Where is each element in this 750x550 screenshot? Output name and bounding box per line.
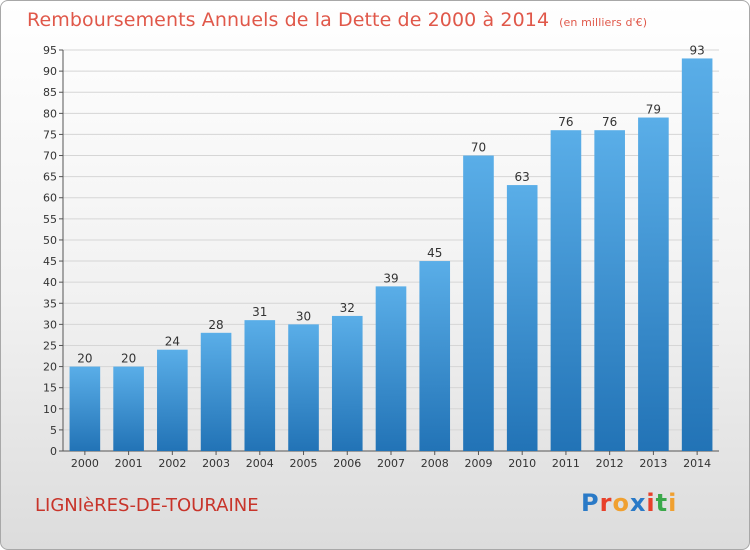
proxiti-logo: Proxiti [581,489,677,517]
x-tick-label: 2002 [158,457,186,470]
x-tick-label: 2009 [464,457,492,470]
y-tick-label: 50 [43,234,57,247]
bar-value-label: 70 [471,141,486,155]
x-tick-label: 2001 [115,457,143,470]
y-tick-label: 20 [43,361,57,374]
x-tick-label: 2003 [202,457,230,470]
logo-letter: r [599,489,613,517]
bar-value-label: 28 [208,318,223,332]
bar [463,155,494,452]
bar-value-label: 32 [340,301,355,315]
y-tick-label: 15 [43,382,57,395]
x-tick-label: 2000 [71,457,99,470]
y-tick-label: 5 [50,424,57,437]
bar-value-label: 39 [383,271,398,285]
y-tick-label: 85 [43,86,57,99]
title-text: Remboursements Annuels de la Dette de 20… [27,9,550,31]
x-tick-label: 2007 [377,457,405,470]
bar [331,315,363,451]
y-tick-label: 95 [43,44,57,57]
bar-value-label: 30 [296,309,311,323]
y-tick-label: 90 [43,65,57,78]
bar [594,130,625,451]
bar [113,366,144,451]
bar-value-label: 24 [165,335,180,349]
bar [638,117,669,452]
y-tick-label: 35 [43,297,57,310]
logo-letter: i [646,489,656,517]
y-tick-label: 30 [43,318,57,331]
location-name: LIGNIèRES-DE-TOURAINE [35,495,259,516]
bar-value-label: 63 [515,170,530,184]
logo-letter: x [629,489,647,517]
bar [200,332,232,451]
y-tick-label: 70 [43,150,57,163]
y-tick-label: 0 [50,445,57,458]
x-tick-label: 2014 [683,457,711,470]
x-tick-label: 2006 [333,457,361,470]
bar [681,58,713,451]
bar [550,130,582,451]
y-tick-label: 75 [43,128,57,141]
x-tick-label: 2013 [639,457,667,470]
y-tick-label: 10 [43,403,57,416]
bar [157,349,188,451]
bar-value-label: 76 [558,115,573,129]
bar [69,366,101,451]
logo-letter: t [655,489,669,517]
y-tick-label: 40 [43,276,57,289]
chart-subtitle: (en milliers d'€) [559,16,648,29]
x-tick-label: 2004 [246,457,274,470]
y-tick-label: 80 [43,107,57,120]
x-tick-label: 2008 [421,457,449,470]
y-tick-label: 45 [43,255,57,268]
logo-letter: i [668,489,678,517]
bar-value-label: 31 [252,305,267,319]
bar-value-label: 79 [646,103,661,117]
bar-value-label: 93 [689,43,704,57]
bar-value-label: 76 [602,115,617,129]
y-tick-label: 55 [43,213,57,226]
logo-letter: P [581,489,600,517]
y-tick-label: 60 [43,192,57,205]
bar-value-label: 45 [427,246,442,260]
y-tick-label: 65 [43,171,57,184]
bar [375,286,407,451]
bar [244,320,276,451]
bar-value-label: 20 [121,352,136,366]
bar-value-label: 20 [77,352,92,366]
y-tick-label: 25 [43,339,57,352]
x-tick-label: 2010 [508,457,536,470]
bar [288,324,319,451]
x-tick-label: 2012 [596,457,624,470]
x-tick-label: 2005 [290,457,318,470]
bar [419,261,451,451]
bar [506,185,538,452]
chart-title: Remboursements Annuels de la Dette de 20… [27,9,647,31]
logo-letter: o [612,489,630,517]
x-tick-label: 2011 [552,457,580,470]
